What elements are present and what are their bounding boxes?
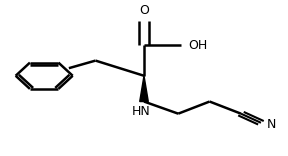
Text: HN: HN <box>132 105 151 118</box>
Text: O: O <box>139 4 149 17</box>
Text: N: N <box>267 118 276 131</box>
Text: OH: OH <box>188 39 207 52</box>
Polygon shape <box>140 76 148 102</box>
